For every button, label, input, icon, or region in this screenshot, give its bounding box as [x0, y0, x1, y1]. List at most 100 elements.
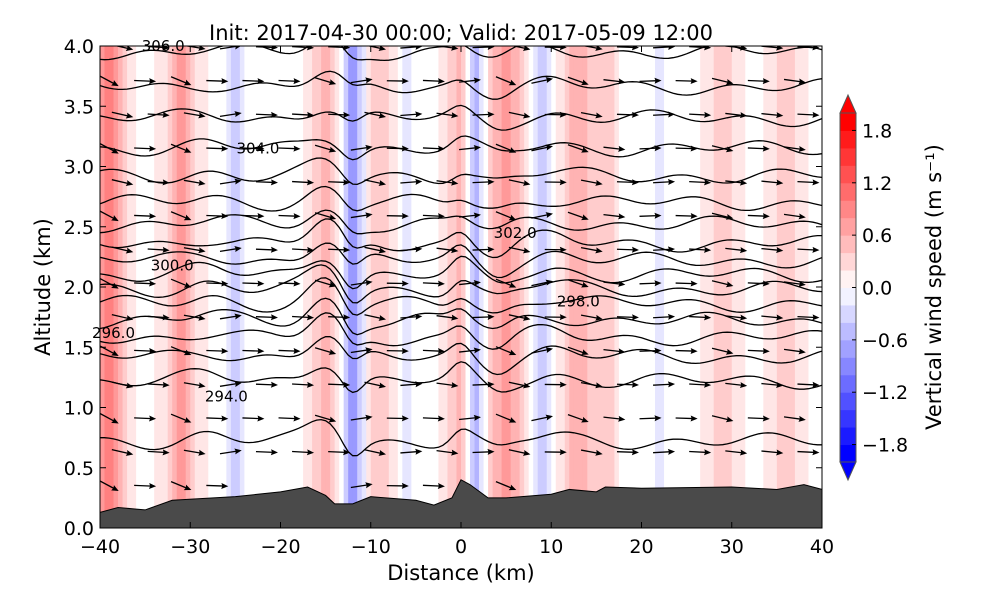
field-cell — [763, 46, 768, 528]
field-cell — [696, 46, 701, 528]
field-cell — [416, 46, 421, 528]
colorbar-level — [840, 392, 856, 410]
arrow-shaft — [206, 485, 224, 486]
arrow-shaft — [797, 317, 815, 318]
field-cell — [732, 46, 737, 528]
colorbar-tick-label: 0.6 — [862, 225, 892, 247]
field-cell — [691, 46, 696, 528]
colorbar-tick-label: 0.0 — [862, 278, 892, 300]
colorbar-level — [840, 445, 856, 463]
arrow-shaft — [328, 317, 346, 318]
field-cell — [768, 46, 773, 528]
field-cell — [267, 46, 272, 528]
field-cell — [456, 46, 461, 528]
field-cell — [538, 46, 543, 528]
field-cell — [777, 46, 782, 528]
field-cell — [614, 46, 619, 528]
field-cell — [262, 46, 267, 528]
colorbar-level — [840, 183, 856, 201]
arrow-shaft — [748, 80, 766, 81]
arrow-shaft — [328, 452, 346, 453]
field-cell — [231, 46, 236, 528]
arrow-shaft — [797, 182, 815, 183]
field-cell — [700, 46, 705, 528]
arrow-shaft — [640, 81, 658, 82]
arrow-shaft — [617, 317, 635, 318]
field-cell — [447, 46, 452, 528]
colorbar-level — [840, 305, 856, 323]
x-tick-label: 20 — [629, 536, 653, 558]
field-cell — [502, 46, 507, 528]
arrow-shaft — [206, 418, 224, 419]
field-cell — [497, 46, 502, 528]
arrow-shaft — [676, 351, 694, 352]
field-cell — [687, 46, 692, 528]
field-cell — [542, 46, 547, 528]
field-cell — [705, 46, 710, 528]
x-tick-label: 0 — [455, 536, 467, 558]
arrow-shaft — [242, 81, 260, 82]
colorbar-level — [840, 113, 856, 131]
chart-title: Init: 2017-04-30 00:00; Valid: 2017-05-0… — [209, 21, 713, 45]
colorbar-level — [840, 375, 856, 393]
arrow-shaft — [617, 182, 635, 183]
colorbar-extend-max — [840, 95, 856, 113]
arrow-shaft — [206, 148, 224, 149]
arrow-shaft — [748, 350, 766, 351]
arrow-shaft — [797, 249, 815, 250]
y-tick-label: 4.0 — [64, 36, 94, 58]
field-cell — [651, 46, 656, 528]
arrow-shaft — [617, 452, 635, 453]
field-cell — [772, 46, 777, 528]
arrow-shaft — [473, 114, 491, 115]
arrow-shaft — [473, 47, 491, 48]
y-tick-label: 0.0 — [64, 518, 94, 540]
arrow-shaft — [748, 418, 766, 419]
field-cell — [461, 46, 466, 528]
field-cell — [804, 46, 809, 528]
field-cell — [515, 46, 520, 528]
arrow-shaft — [797, 47, 815, 48]
field-cell — [240, 46, 245, 528]
field-cell — [375, 46, 380, 528]
arrow-shaft — [617, 249, 635, 250]
arrow-shaft — [617, 384, 635, 385]
field-cell — [136, 46, 141, 528]
arrow-shaft — [328, 47, 346, 48]
arrow-shaft — [256, 249, 274, 250]
field-cell — [664, 46, 669, 528]
colorbar-label: Vertical wind speed (m s⁻¹) — [922, 144, 946, 430]
field-cell — [172, 46, 177, 528]
y-tick-label: 3.5 — [64, 96, 94, 118]
arrow-shaft — [134, 418, 152, 419]
arrow-shaft — [640, 148, 658, 149]
arrow-shaft — [617, 114, 635, 115]
field-cell — [632, 46, 637, 528]
arrow-shaft — [279, 215, 297, 216]
field-cell — [312, 46, 317, 528]
arrow-shaft — [640, 418, 658, 419]
arrow-shaft — [328, 249, 346, 250]
field-cell — [556, 46, 561, 528]
field-cell — [808, 46, 813, 528]
field-cell — [736, 46, 741, 528]
arrow-shaft — [256, 317, 274, 318]
arrow-shaft — [134, 80, 152, 81]
colorbar-level — [840, 357, 856, 375]
contour-label: 294.0 — [205, 388, 248, 406]
arrow-shaft — [242, 350, 260, 351]
w-field — [100, 46, 823, 528]
field-cell — [560, 46, 565, 528]
field-cell — [366, 46, 371, 528]
arrow-shaft — [242, 418, 260, 419]
field-cell — [790, 46, 795, 528]
field-cell — [669, 46, 674, 528]
field-cell — [150, 46, 155, 528]
field-cell — [154, 46, 159, 528]
arrow-shaft — [423, 350, 441, 351]
field-cell — [208, 46, 213, 528]
field-cell — [371, 46, 376, 528]
field-cell — [781, 46, 786, 528]
field-cell — [276, 46, 281, 528]
